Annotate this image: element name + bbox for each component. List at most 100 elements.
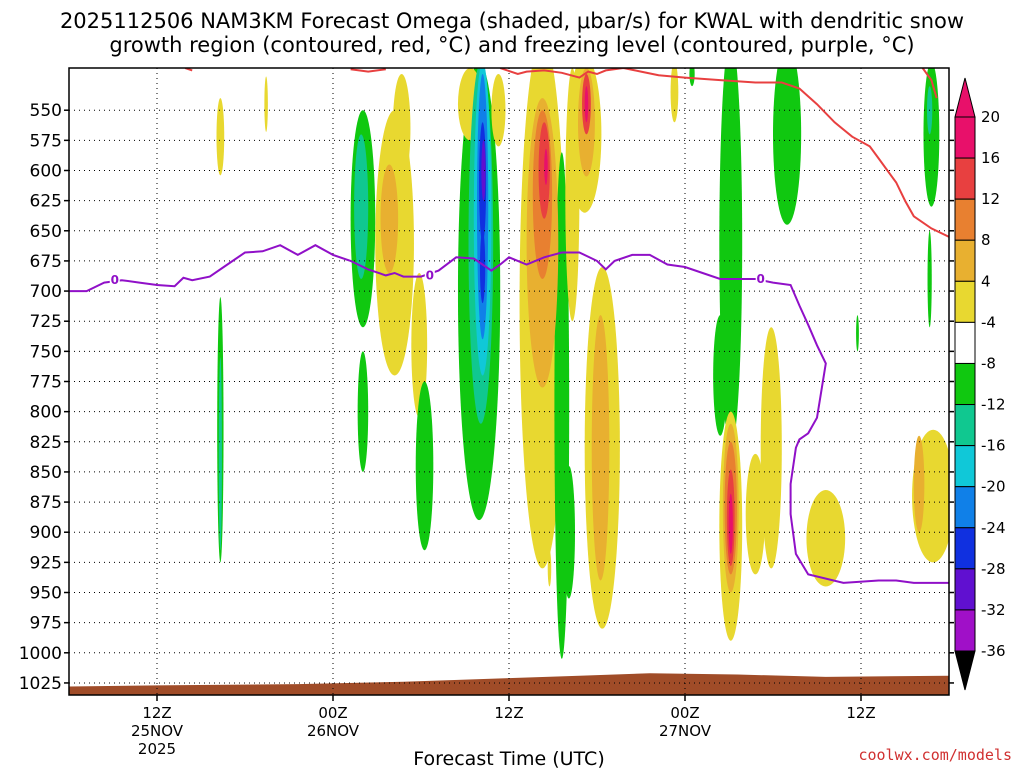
omega-region [745,453,766,575]
colorbar-label: -16 [981,437,1006,455]
y-tick-label: 950 [30,584,62,604]
colorbar-swatch [954,486,976,529]
omega-region [728,493,733,554]
colorbar-swatch [954,116,976,159]
colorbar-label: 16 [981,149,1000,167]
omega-shading [216,68,949,659]
omega-region [479,230,486,304]
omega-region [689,68,695,87]
chart-title-line2: growth region (contoured, red, °C) and f… [109,33,914,57]
y-tick-label: 750 [30,342,62,362]
colorbar-label: -12 [981,396,1006,414]
x-tick-label: 26NOV [307,722,360,740]
omega-region [544,148,548,185]
omega-region [491,74,506,147]
omega-region [713,315,728,436]
x-tick-label: 12Z [142,704,171,722]
colorbar-label: -36 [981,642,1006,660]
y-tick-label: 875 [30,493,62,513]
y-tick-label: 625 [30,192,62,212]
omega-region [264,76,268,132]
colorbar-swatch [954,445,976,488]
x-tick-label: 27NOV [659,722,712,740]
omega-region [218,357,222,551]
y-tick-label: 1000 [19,644,62,664]
x-tick-label: 12Z [846,704,875,722]
y-axis: 550 575 600 625 650 675 700 725 750 775 800 825 850 8… [19,101,954,694]
freezing-level-label: 0 [426,268,434,282]
y-tick-label: 700 [30,282,62,302]
colorbar-swatch [954,198,976,241]
y-tick-label: 600 [30,161,62,181]
contour-label-bg [755,272,766,286]
omega-region [411,272,428,418]
y-tick-label: 575 [30,131,62,151]
x-tick-label: 2025 [138,740,176,758]
colorbar-label: -20 [981,478,1006,496]
omega-region [562,465,576,599]
colorbar-label: -32 [981,601,1006,619]
dendritic-contour [499,68,949,238]
omega-region [913,435,925,533]
colorbar-label: -4 [981,313,996,331]
colorbar-label: 12 [981,190,1000,208]
omega-region [354,134,369,280]
chart-title-line1: 2025112506 NAM3KM Forecast Omega (shaded… [60,9,964,33]
colorbar-over-arrow [954,77,976,118]
omega-region [773,68,802,225]
omega-region [927,230,932,328]
colorbar-swatch [954,527,976,570]
y-tick-label: 850 [30,463,62,483]
freezing-level-label: 0 [111,273,119,287]
y-tick-label: 900 [30,523,62,543]
freezing-level-label: 0 [757,272,765,286]
colorbar: 20 16 12 8 4 -4 -8 -12 -16 -20 -24 -28 -32 -36 [954,77,1006,691]
contour-label-bg [424,268,435,282]
omega-region [216,98,225,176]
x-tick-label: 12Z [494,704,523,722]
y-tick-label: 775 [30,373,62,393]
credit-text: coolwx.com/models [858,746,1012,764]
x-tick-label: 25NOV [131,722,184,740]
omega-region [670,68,679,123]
omega-region [380,164,399,273]
x-tick-label: 00Z [318,704,347,722]
colorbar-label: 20 [981,108,1000,126]
y-tick-label: 650 [30,222,62,242]
omega-region [806,490,846,587]
colorbar-swatch [954,157,976,200]
colorbar-swatch [954,321,976,364]
colorbar-swatch [954,239,976,282]
y-tick-label: 825 [30,433,62,453]
terrain-shape [69,673,949,695]
colorbar-label: -8 [981,354,996,372]
colorbar-swatch [954,404,976,447]
omega-region [760,327,782,569]
x-axis-label: Forecast Time (UTC) [413,748,604,768]
colorbar-swatch [954,609,976,652]
y-tick-label: 925 [30,553,62,573]
omega-region [481,140,486,201]
omega-region [856,315,859,352]
terrain-fill [69,673,949,695]
colorbar-swatch [954,568,976,611]
y-tick-label: 550 [30,101,62,121]
grid-lines [69,68,949,695]
colorbar-label: 8 [981,231,991,249]
colorbar-label: 4 [981,272,991,290]
omega-region [923,68,940,207]
x-tick-label: 00Z [670,704,699,722]
omega-region [591,315,610,581]
omega-region [584,86,589,123]
contour-label-bg [109,273,120,287]
omega-region [415,381,434,551]
omega-region [547,550,552,587]
colorbar-swatch [954,280,976,323]
y-tick-label: 975 [30,614,62,634]
y-tick-label: 675 [30,252,62,272]
dendritic-contour [921,68,938,99]
y-tick-label: 800 [30,403,62,423]
colorbar-label: -24 [981,519,1006,537]
